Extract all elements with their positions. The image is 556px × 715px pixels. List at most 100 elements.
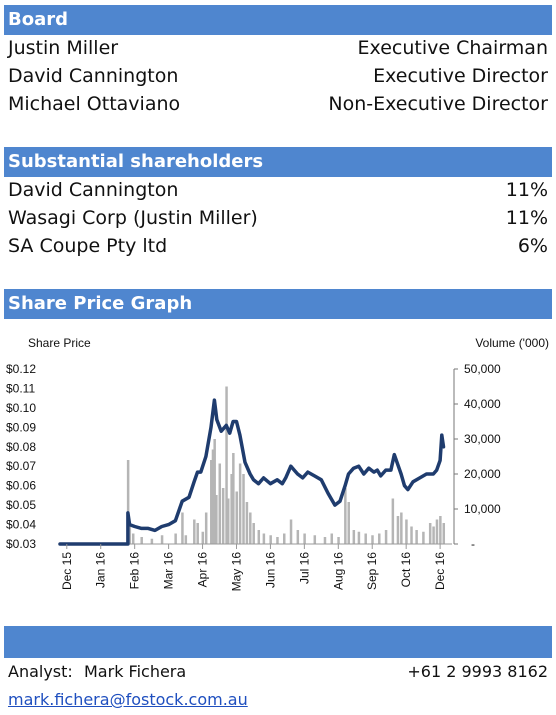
volume-bar: [391, 498, 395, 544]
member-name: Justin Miller: [8, 37, 119, 59]
volume-bar: [289, 519, 293, 544]
volume-bar: [140, 537, 143, 544]
volume-bar: [184, 535, 188, 544]
analyst-name: Mark Fichera: [84, 662, 187, 681]
analyst-label: Analyst:: [8, 662, 73, 681]
y-tick-label: $0.09: [6, 420, 36, 434]
volume-bar: [211, 449, 215, 544]
volume-bar: [201, 531, 205, 544]
y2-tick-label: 30,000: [464, 432, 501, 446]
analyst-phone: +61 2 9993 8162: [407, 662, 548, 681]
x-tick-label: Jun 16: [263, 552, 277, 588]
board-row: David Cannington Executive Director: [8, 65, 548, 93]
footer-band: [4, 626, 552, 658]
volume-bar: [410, 526, 413, 544]
volume-bar: [435, 519, 439, 544]
y-tick-label: $0.03: [6, 537, 36, 551]
volume-bar: [193, 519, 196, 544]
x-tick-label: May 16: [229, 552, 243, 592]
volume-bar: [347, 502, 350, 544]
shareholders-header: Substantial shareholders: [4, 147, 552, 177]
y-tick-label: $0.11: [6, 381, 35, 395]
volume-bar: [428, 523, 432, 544]
volume-bar: [210, 460, 213, 544]
volume-bar: [400, 512, 403, 544]
volume-bar: [204, 512, 208, 544]
volume-bar: [126, 460, 130, 544]
volume-bar: [221, 488, 225, 544]
volume-bar: [337, 537, 340, 544]
volume-bar: [227, 498, 230, 544]
y2-tick-label: 20,000: [464, 467, 501, 481]
x-tick-label: Feb 16: [128, 552, 142, 590]
volume-bar: [262, 533, 266, 544]
volume-bar: [131, 533, 135, 544]
shareholder-pct: 11%: [505, 207, 548, 229]
volume-bar: [269, 535, 272, 544]
volume-bar: [303, 533, 306, 544]
y-tick-label: $0.05: [6, 498, 36, 512]
shareholder-row: Wasagi Corp (Justin Miller) 11%: [8, 207, 548, 235]
x-tick-label: Aug 16: [331, 552, 345, 590]
volume-bar: [196, 523, 199, 544]
volume-bar: [213, 439, 216, 544]
volume-bar: [296, 530, 300, 544]
volume-bar: [232, 453, 235, 544]
volume-bar: [181, 512, 184, 544]
volume-bar: [128, 523, 132, 544]
shareholder-pct: 11%: [505, 179, 548, 201]
volume-bar: [364, 533, 367, 544]
shareholder-name: SA Coupe Pty ltd: [8, 235, 168, 257]
volume-bar: [442, 523, 446, 544]
y2-tick-label: 40,000: [464, 397, 501, 411]
volume-bar: [257, 530, 261, 544]
y-tick-label: $0.10: [6, 401, 36, 415]
member-role: Executive Chairman: [357, 37, 548, 59]
analyst-email-link[interactable]: mark.fichera@fostock.com.au: [8, 690, 248, 709]
y-tick-label: $0.04: [6, 518, 36, 532]
graph-header: Share Price Graph: [4, 289, 552, 319]
member-name: Michael Ottaviano: [8, 93, 181, 115]
board-header: Board: [4, 5, 552, 35]
volume-bar: [330, 533, 334, 544]
x-tick-label: Oct 16: [399, 552, 413, 588]
volume-bar: [384, 530, 388, 544]
share-price-chart: Share Price Volume ('000) $0.12 $0.11 $0.10 $…: [6, 336, 549, 592]
y2-tick-label: 10,000: [464, 502, 501, 516]
volume-bar: [215, 495, 218, 544]
volume-bar: [415, 530, 418, 544]
y-tick-label: $0.07: [6, 459, 36, 473]
volume-bar: [245, 502, 249, 544]
volume-bar: [238, 463, 242, 544]
volume-bar: [283, 533, 286, 544]
board-row: Justin Miller Executive Chairman: [8, 37, 548, 65]
volume-bar: [230, 474, 233, 544]
y2-tick-label: -: [471, 537, 475, 551]
volume-bar: [439, 516, 442, 544]
volume-bar: [396, 516, 400, 544]
y2-tick-label: 50,000: [464, 362, 501, 376]
shareholder-pct: 6%: [517, 235, 548, 257]
volume-bar: [371, 535, 374, 544]
x-tick-label: Dec 16: [433, 552, 447, 590]
y-tick-label: $0.06: [6, 479, 36, 493]
volume-bar: [344, 488, 347, 544]
board-row: Michael Ottaviano Non-Executive Director: [8, 93, 548, 121]
volume-bar: [378, 533, 381, 544]
volume-bar: [422, 531, 425, 544]
y-tick-label: $0.12: [6, 362, 36, 376]
volume-bar: [249, 512, 252, 544]
volume-bar: [150, 538, 154, 544]
shareholder-name: Wasagi Corp (Justin Miller): [8, 207, 258, 229]
volume-bar: [352, 530, 356, 544]
y2-axis-title: Volume ('000): [475, 336, 549, 350]
volume-bar: [218, 463, 222, 544]
x-tick-label: Jul 16: [297, 552, 311, 584]
shareholder-row: David Cannington 11%: [8, 179, 548, 207]
x-tick-label: Jan 16: [94, 552, 108, 588]
member-role: Non-Executive Director: [328, 93, 548, 115]
volume-bar: [313, 535, 317, 544]
x-tick-label: Apr 16: [196, 552, 210, 588]
shareholder-name: David Cannington: [8, 179, 179, 201]
volume-bar: [252, 523, 255, 544]
